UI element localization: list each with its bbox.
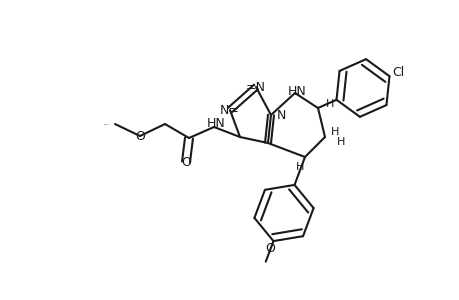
Text: O: O [135,130,145,142]
Text: =N: =N [246,80,265,94]
Text: Cl: Cl [392,66,404,79]
Text: HN: HN [287,85,306,98]
Text: N: N [276,109,286,122]
Text: O: O [181,155,190,169]
Text: H: H [330,127,338,137]
Text: H: H [325,99,333,109]
Text: O: O [265,242,275,255]
Text: HN: HN [206,116,225,130]
Text: N=: N= [219,103,240,116]
Text: methoxy: methoxy [104,123,110,124]
Text: H: H [336,137,344,147]
Text: H: H [295,162,303,172]
